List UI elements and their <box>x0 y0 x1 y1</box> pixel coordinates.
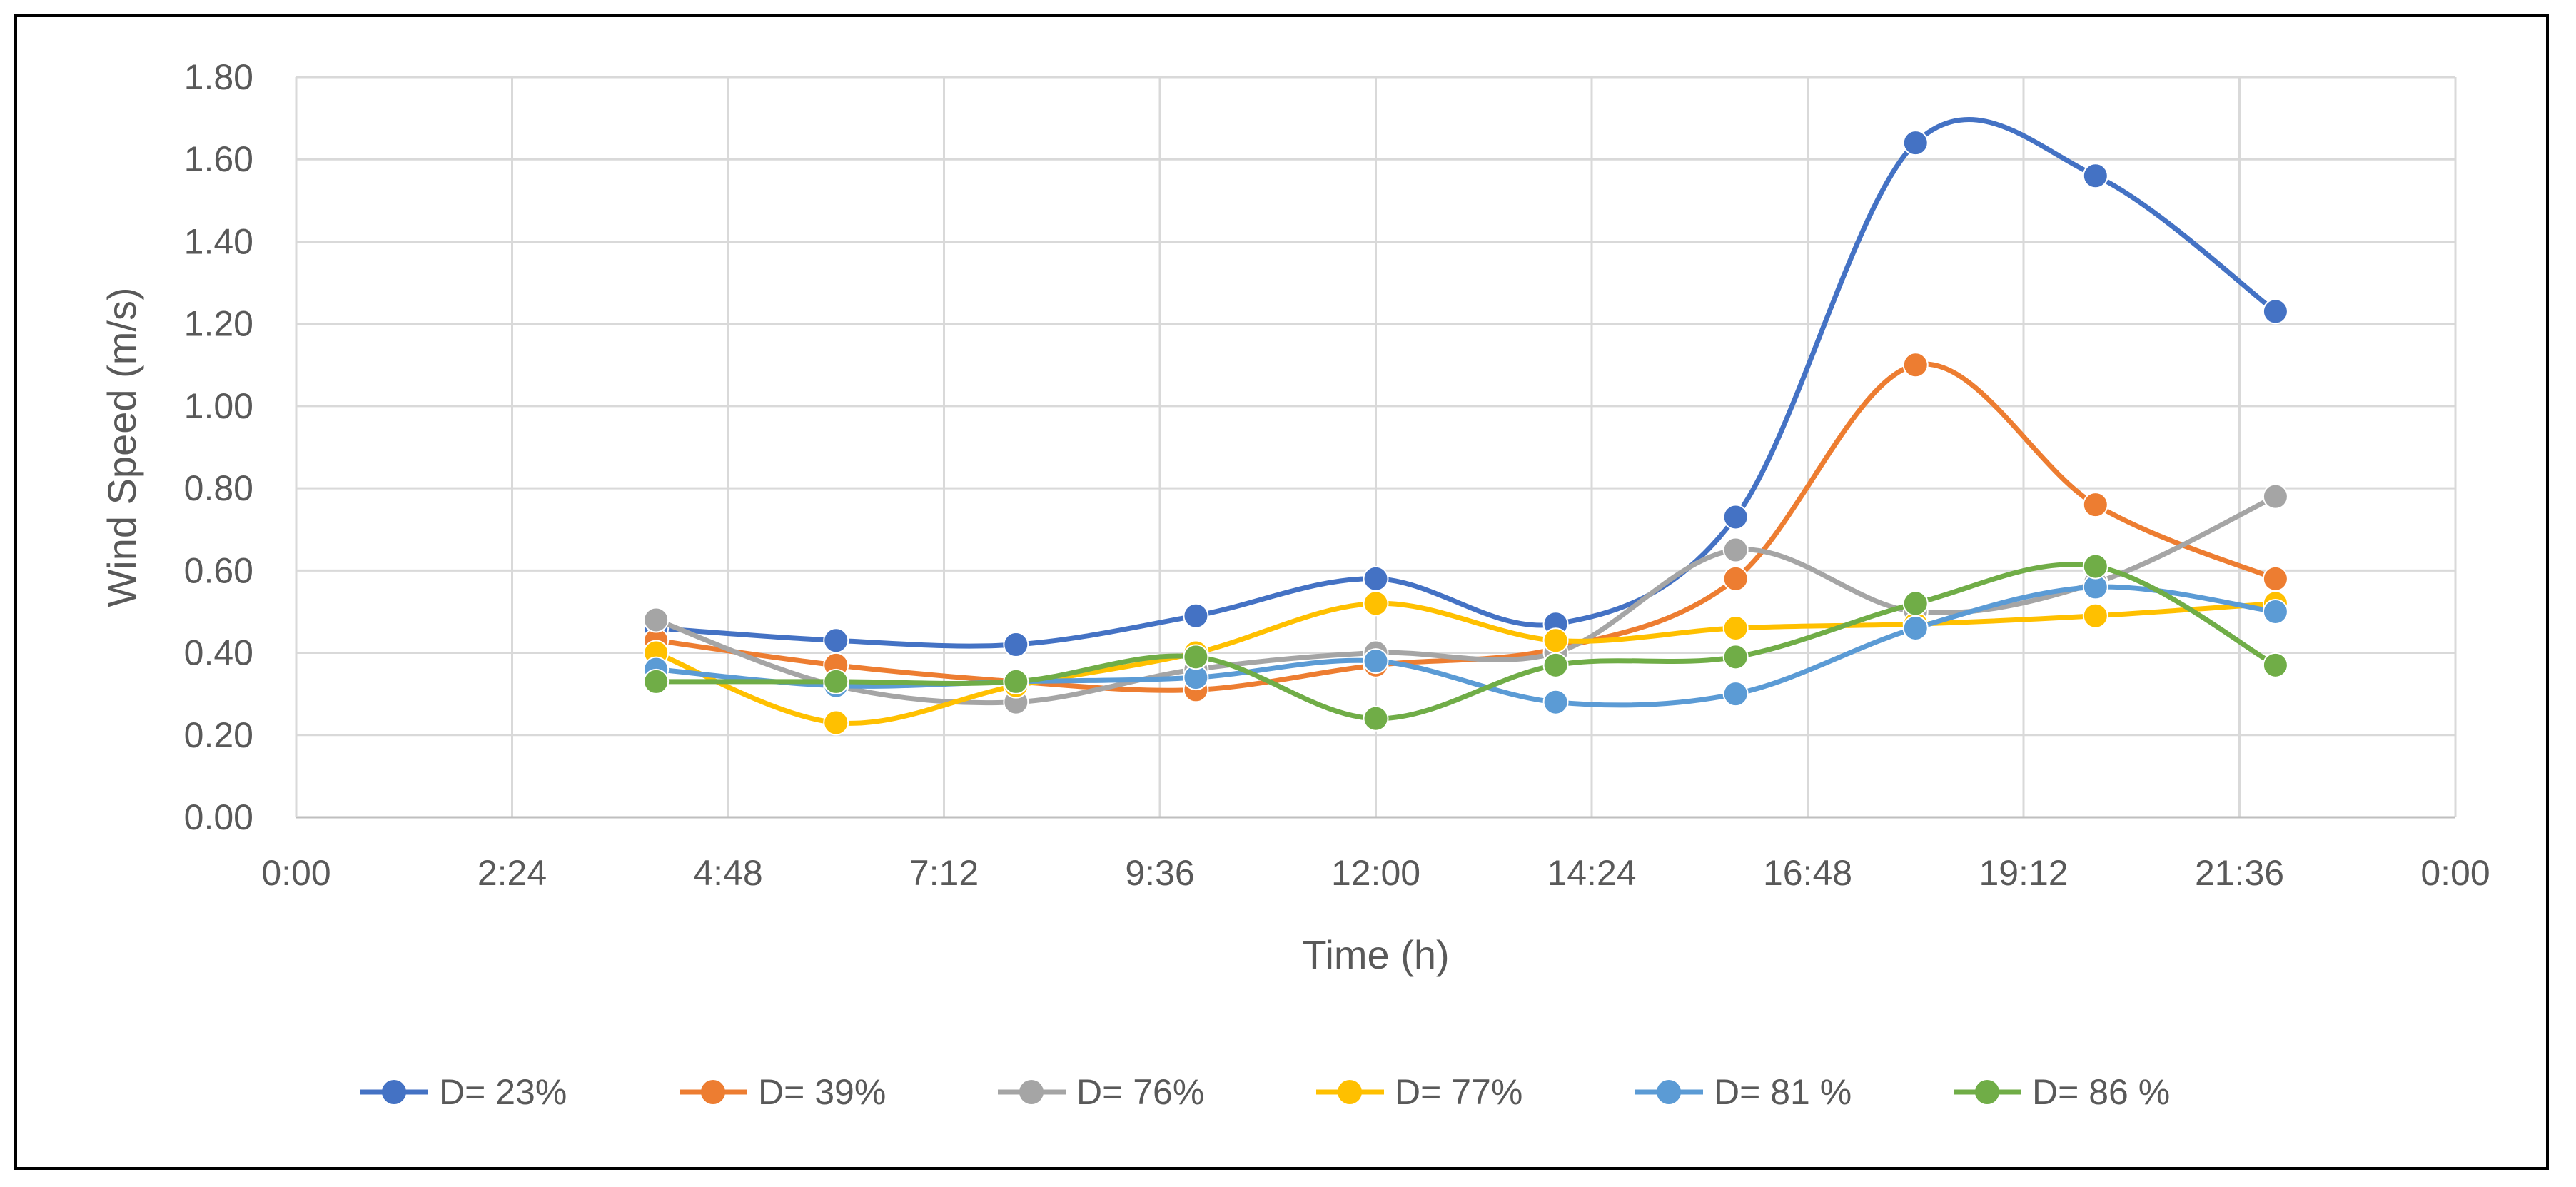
legend-item: D= 39% <box>680 1072 886 1112</box>
x-axis-title: Time (h) <box>1302 932 1449 977</box>
y-tick-label: 0.40 <box>184 633 253 673</box>
y-tick-label: 0.00 <box>184 797 253 837</box>
data-point <box>1902 130 1929 156</box>
legend-label: D= 81 % <box>1714 1072 1852 1112</box>
legend-label: D= 86 % <box>2032 1072 2170 1112</box>
legend-item: D= 81 % <box>1635 1072 1852 1112</box>
series-line <box>653 600 2278 726</box>
data-point <box>823 709 849 736</box>
legend-item: D= 77% <box>1316 1072 1522 1112</box>
legend-label: D= 76% <box>1076 1072 1204 1112</box>
data-point <box>1363 648 1389 675</box>
x-tick-label: 16:48 <box>1763 853 1852 893</box>
legend-swatch-marker <box>701 1080 725 1104</box>
data-point <box>1542 652 1569 678</box>
data-point <box>2262 652 2288 678</box>
series-4 <box>643 590 2288 736</box>
legend-item: D= 76% <box>998 1072 1204 1112</box>
data-point <box>1722 504 1749 530</box>
data-point <box>1542 689 1569 715</box>
data-point <box>1722 615 1749 641</box>
data-point <box>1183 602 1209 629</box>
legend-swatch-marker <box>1975 1080 1999 1104</box>
y-axis-ticks: 0.00 0.20 0.40 0.60 0.80 1.00 1.20 1.40 1.60 1.80 <box>184 57 253 837</box>
series-6 <box>643 553 2288 732</box>
y-tick-label: 1.60 <box>184 139 253 179</box>
data-point <box>1003 668 1029 694</box>
y-axis-title: Wind Speed (m/s) <box>99 287 144 607</box>
y-tick-label: 0.20 <box>184 715 253 755</box>
legend-swatch-marker <box>1019 1080 1044 1104</box>
x-tick-label: 14:24 <box>1547 853 1636 893</box>
series-line <box>653 494 2278 706</box>
x-tick-label: 19:12 <box>1979 853 2068 893</box>
y-tick-label: 1.80 <box>184 57 253 97</box>
data-point <box>2082 553 2108 580</box>
legend-swatch-marker <box>1657 1080 1681 1104</box>
data-point <box>1183 644 1209 670</box>
data-point <box>643 607 670 633</box>
series-group <box>643 117 2288 736</box>
x-tick-label: 7:12 <box>909 853 979 893</box>
x-axis-ticks: 0:00 2:24 4:48 7:12 9:36 12:00 14:24 16:48 19:12… <box>261 853 2490 893</box>
data-point <box>1722 644 1749 670</box>
data-point <box>1722 681 1749 707</box>
data-point <box>1363 705 1389 732</box>
x-tick-label: 12:00 <box>1331 853 1420 893</box>
data-point <box>643 668 670 694</box>
data-point <box>2262 483 2288 510</box>
data-point <box>1363 565 1389 592</box>
data-point <box>1722 537 1749 563</box>
x-tick-label: 9:36 <box>1125 853 1194 893</box>
y-tick-label: 1.20 <box>184 304 253 344</box>
data-point <box>2262 565 2288 592</box>
data-point <box>1722 565 1749 592</box>
x-tick-label: 0:00 <box>261 853 330 893</box>
x-tick-label: 0:00 <box>2420 853 2490 893</box>
data-point <box>2082 492 2108 518</box>
data-point <box>823 627 849 654</box>
data-point <box>2082 602 2108 629</box>
legend-item: D= 23% <box>360 1072 567 1112</box>
series-line <box>653 562 2278 722</box>
legend-swatch-marker <box>382 1080 406 1104</box>
data-point <box>1542 627 1569 654</box>
data-point <box>1902 352 1929 378</box>
legend-swatch-marker <box>1338 1080 1362 1104</box>
data-point <box>823 668 849 694</box>
x-tick-label: 4:48 <box>693 853 762 893</box>
series-line <box>653 361 2278 693</box>
data-point <box>1363 590 1389 617</box>
data-point <box>1902 615 1929 641</box>
legend-label: D= 23% <box>439 1072 567 1112</box>
y-tick-label: 1.00 <box>184 386 253 426</box>
x-tick-label: 2:24 <box>478 853 547 893</box>
legend-label: D= 77% <box>1395 1072 1522 1112</box>
grid <box>295 76 2457 819</box>
data-point <box>2082 163 2108 189</box>
y-tick-label: 0.60 <box>184 550 253 590</box>
data-point <box>1902 590 1929 617</box>
y-tick-label: 1.40 <box>184 221 253 261</box>
data-point <box>1003 632 1029 658</box>
x-tick-label: 21:36 <box>2195 853 2284 893</box>
y-tick-label: 0.80 <box>184 468 253 508</box>
legend-label: D= 39% <box>758 1072 886 1112</box>
legend: D= 23% D= 39% D= 76% D= 77% D= 81 % D= 86 % <box>360 1072 2170 1112</box>
data-point <box>2262 598 2288 625</box>
data-point <box>2262 298 2288 325</box>
series-1 <box>643 117 2288 658</box>
legend-item: D= 86 % <box>1954 1072 2170 1112</box>
